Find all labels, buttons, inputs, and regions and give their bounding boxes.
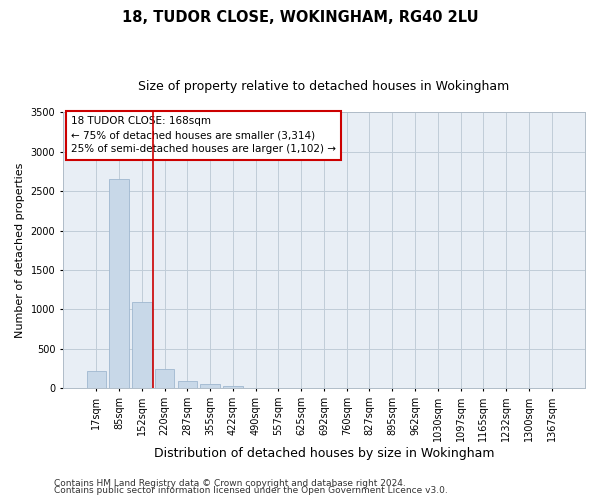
- Bar: [109, 180, 129, 388]
- Bar: [155, 368, 175, 388]
- Bar: [132, 302, 152, 388]
- Bar: [200, 384, 220, 388]
- Y-axis label: Number of detached properties: Number of detached properties: [15, 162, 25, 338]
- Text: 18, TUDOR CLOSE, WOKINGHAM, RG40 2LU: 18, TUDOR CLOSE, WOKINGHAM, RG40 2LU: [122, 10, 478, 25]
- X-axis label: Distribution of detached houses by size in Wokingham: Distribution of detached houses by size …: [154, 447, 494, 460]
- Bar: [86, 371, 106, 388]
- Text: Contains HM Land Registry data © Crown copyright and database right 2024.: Contains HM Land Registry data © Crown c…: [54, 478, 406, 488]
- Text: Contains public sector information licensed under the Open Government Licence v3: Contains public sector information licen…: [54, 486, 448, 495]
- Title: Size of property relative to detached houses in Wokingham: Size of property relative to detached ho…: [139, 80, 509, 93]
- Bar: [223, 386, 242, 388]
- Bar: [178, 381, 197, 388]
- Text: 18 TUDOR CLOSE: 168sqm
← 75% of detached houses are smaller (3,314)
25% of semi-: 18 TUDOR CLOSE: 168sqm ← 75% of detached…: [71, 116, 336, 154]
